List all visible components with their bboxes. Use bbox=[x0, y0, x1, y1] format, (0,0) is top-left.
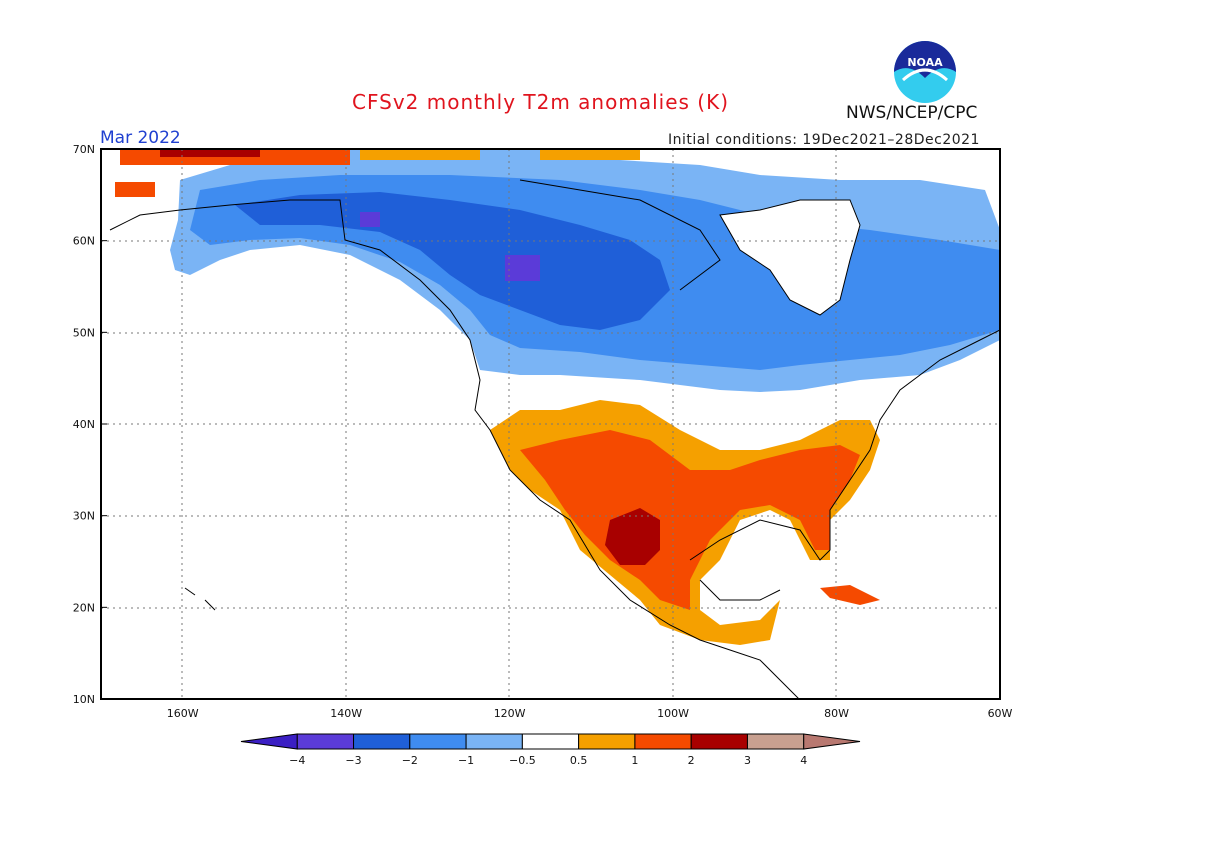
lat-label: 50N bbox=[73, 326, 95, 339]
colorbar-label: 2 bbox=[688, 754, 695, 767]
lon-label: 100W bbox=[657, 707, 689, 720]
lon-label: 120W bbox=[494, 707, 526, 720]
colorbar-segment bbox=[240, 733, 298, 750]
anomaly-region-dark-red bbox=[605, 508, 660, 565]
anomaly-field bbox=[101, 149, 1000, 699]
lat-label: 30N bbox=[73, 510, 95, 523]
colorbar-segment bbox=[521, 733, 580, 750]
lon-label: 160W bbox=[167, 707, 199, 720]
colorbar-segment bbox=[634, 733, 692, 750]
latitude-labels: 70N 60N 50N 40N 30N 20N 10N bbox=[73, 143, 107, 706]
lat-label: 70N bbox=[73, 143, 95, 156]
lon-label: 140W bbox=[330, 707, 362, 720]
lat-label: 60N bbox=[73, 235, 95, 248]
valid-month-label: Mar 2022 bbox=[100, 128, 181, 148]
colorbar-segment bbox=[465, 733, 523, 750]
colorbar-segment bbox=[803, 733, 861, 750]
colorbar-label: −1 bbox=[458, 754, 474, 767]
colorbar-segment bbox=[746, 733, 805, 750]
lat-label: 10N bbox=[73, 693, 95, 706]
colorbar-segment bbox=[578, 733, 636, 750]
map-title: CFSv2 monthly T2m anomalies (K) bbox=[352, 90, 729, 114]
coastlines bbox=[109, 179, 1000, 699]
noaa-logo-text: NOAA bbox=[907, 56, 943, 69]
lon-label: 80W bbox=[824, 707, 849, 720]
colorbar-label: 3 bbox=[744, 754, 751, 767]
anomaly-region-purple-2 bbox=[360, 212, 380, 227]
colorbar-label: −0.5 bbox=[509, 754, 536, 767]
colorbar-label: 1 bbox=[631, 754, 638, 767]
anomaly-region-purple-1 bbox=[505, 255, 540, 281]
noaa-logo-icon: NOAA bbox=[894, 41, 956, 103]
colorbar-segment bbox=[690, 733, 748, 750]
colorbar-label: −4 bbox=[289, 754, 305, 767]
colorbar-segment bbox=[296, 733, 355, 750]
colorbar-segment bbox=[409, 733, 467, 750]
colorbar: −4 −3 −2 −1 −0.5 0.5 1 2 3 4 bbox=[240, 733, 861, 767]
arctic-warm-strip-3 bbox=[360, 150, 480, 160]
anomaly-region-red bbox=[520, 430, 860, 610]
colorbar-label: 0.5 bbox=[570, 754, 588, 767]
cuba-warm bbox=[820, 585, 880, 605]
arctic-warm-strip-4 bbox=[540, 150, 640, 160]
lat-label: 20N bbox=[73, 601, 95, 614]
lon-label: 60W bbox=[988, 707, 1013, 720]
colorbar-segment bbox=[353, 733, 411, 750]
agency-label: NWS/NCEP/CPC bbox=[846, 103, 978, 123]
longitude-labels: 160W 140W 120W 100W 80W 60W bbox=[167, 707, 1013, 720]
colorbar-label: −2 bbox=[402, 754, 418, 767]
initial-conditions-label: Initial conditions: 19Dec2021–28Dec2021 bbox=[668, 132, 980, 148]
lat-label: 40N bbox=[73, 418, 95, 431]
colorbar-label: −3 bbox=[345, 754, 361, 767]
colorbar-label: 4 bbox=[800, 754, 807, 767]
arctic-warm-strip-2 bbox=[160, 149, 260, 157]
arctic-warm-strip-5 bbox=[115, 182, 155, 197]
greenland-neutral bbox=[720, 200, 860, 315]
